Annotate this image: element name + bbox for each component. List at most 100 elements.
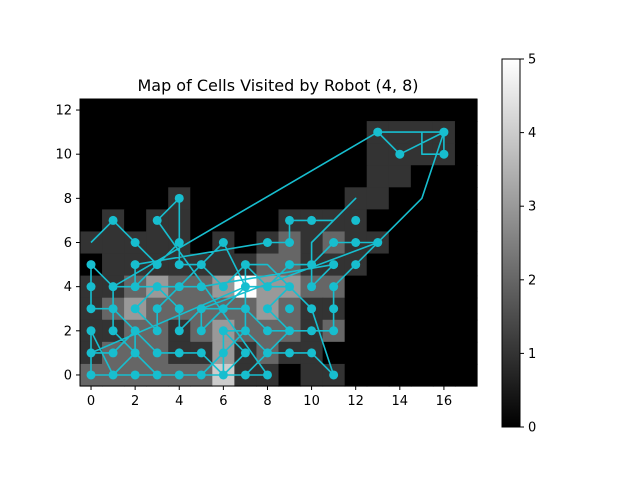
robot-point xyxy=(86,304,96,314)
robot-point xyxy=(174,326,184,336)
heatmap-cell xyxy=(190,187,213,210)
heatmap-cell xyxy=(80,165,103,188)
heatmap-cell xyxy=(234,99,258,122)
heatmap-cell xyxy=(366,297,390,321)
colorbar-tick-label: 5 xyxy=(528,53,536,68)
y-axis: 0 2 4 6 8 10 12 xyxy=(55,104,80,383)
heatmap-cell xyxy=(432,275,456,299)
heatmap-cell xyxy=(454,231,478,255)
heatmap-cell xyxy=(300,363,324,387)
heatmap-cell xyxy=(234,143,258,166)
robot-point xyxy=(240,348,250,358)
heatmap-cell xyxy=(410,319,434,343)
heatmap-cell xyxy=(366,209,390,233)
robot-point xyxy=(307,348,317,358)
heatmap-cell xyxy=(454,363,478,387)
heatmap-cell xyxy=(344,319,368,343)
robot-point xyxy=(174,304,184,314)
robot-point xyxy=(262,282,272,292)
colorbar xyxy=(501,58,521,428)
heatmap-cell xyxy=(212,253,235,277)
heatmap-cell xyxy=(300,165,324,188)
y-tick-label: 8 xyxy=(64,192,72,207)
robot-point xyxy=(351,238,361,247)
x-tick-label: 8 xyxy=(263,394,271,409)
heatmap-cell xyxy=(256,121,280,144)
heatmap-cell xyxy=(300,187,324,210)
heatmap-cell xyxy=(124,143,147,166)
robot-point xyxy=(174,193,184,203)
x-tick-label: 6 xyxy=(219,394,227,409)
heatmap-cell xyxy=(278,143,302,166)
heatmap-cell xyxy=(388,275,412,299)
heatmap-cell xyxy=(454,319,478,343)
heatmap-cell xyxy=(256,165,280,188)
robot-point xyxy=(329,238,339,247)
robot-point xyxy=(329,282,339,292)
heatmap-cell xyxy=(388,363,412,387)
heatmap-cell xyxy=(432,297,456,321)
heatmap-cell xyxy=(454,341,478,365)
heatmap-cell xyxy=(366,253,390,277)
robot-point xyxy=(174,348,184,358)
heatmap-cell xyxy=(168,143,191,166)
robot-point xyxy=(174,282,184,292)
robot-point xyxy=(86,326,96,336)
x-axis: 0 2 4 6 8 10 12 14 16 xyxy=(87,386,452,409)
y-tick-label: 12 xyxy=(55,104,72,119)
heatmap-cell xyxy=(190,121,213,144)
robot-point xyxy=(130,370,140,380)
heatmap-cell xyxy=(344,341,368,365)
heatmap-cell xyxy=(234,165,258,188)
robot-point xyxy=(351,215,361,225)
heatmap-cell xyxy=(454,143,478,166)
robot-point xyxy=(196,326,206,336)
robot-point xyxy=(307,326,317,336)
heatmap-cell xyxy=(278,363,302,387)
robot-point xyxy=(285,304,295,314)
heatmap-cell xyxy=(278,121,302,144)
heatmap-cell xyxy=(322,187,346,210)
robot-point xyxy=(86,282,96,292)
heatmap-cell xyxy=(212,209,235,233)
heatmap-cell xyxy=(388,297,412,321)
robot-point xyxy=(285,282,295,292)
robot-point xyxy=(196,260,206,270)
heatmap-cell xyxy=(410,363,434,387)
robot-point xyxy=(196,282,206,292)
heatmap-cell xyxy=(234,121,258,144)
heatmap-cell xyxy=(190,231,213,255)
heatmap-cell xyxy=(212,99,235,122)
heatmap-cell xyxy=(432,99,456,122)
robot-point xyxy=(152,215,162,225)
heatmap-cell xyxy=(102,143,125,166)
heatmap-cells xyxy=(80,99,478,387)
robot-point xyxy=(152,326,162,336)
robot-point xyxy=(152,304,162,314)
heatmap-cell xyxy=(190,209,213,233)
heatmap-cell xyxy=(256,209,280,233)
heatmap-cell xyxy=(278,187,302,210)
heatmap-cell xyxy=(366,319,390,343)
heatmap-cell xyxy=(124,165,147,188)
x-tick-label: 14 xyxy=(392,394,409,409)
robot-point xyxy=(196,370,206,380)
heatmap-cell xyxy=(344,143,368,166)
heatmap-cell xyxy=(322,121,346,144)
heatmap-cell xyxy=(344,297,368,321)
x-tick-label: 4 xyxy=(175,394,183,409)
heatmap-cell xyxy=(454,209,478,233)
chart-title: Map of Cells Visited by Robot (4, 8) xyxy=(137,76,418,95)
x-tick-label: 0 xyxy=(87,394,95,409)
robot-point xyxy=(285,326,295,336)
robot-point xyxy=(307,260,317,270)
robot-point xyxy=(218,304,228,314)
heatmap-cell xyxy=(344,363,368,387)
robot-point xyxy=(108,215,118,225)
heatmap-cell xyxy=(212,121,235,144)
heatmap-cell xyxy=(454,99,478,122)
robot-point xyxy=(86,260,96,270)
robot-point xyxy=(86,370,96,380)
robot-point xyxy=(152,348,162,358)
